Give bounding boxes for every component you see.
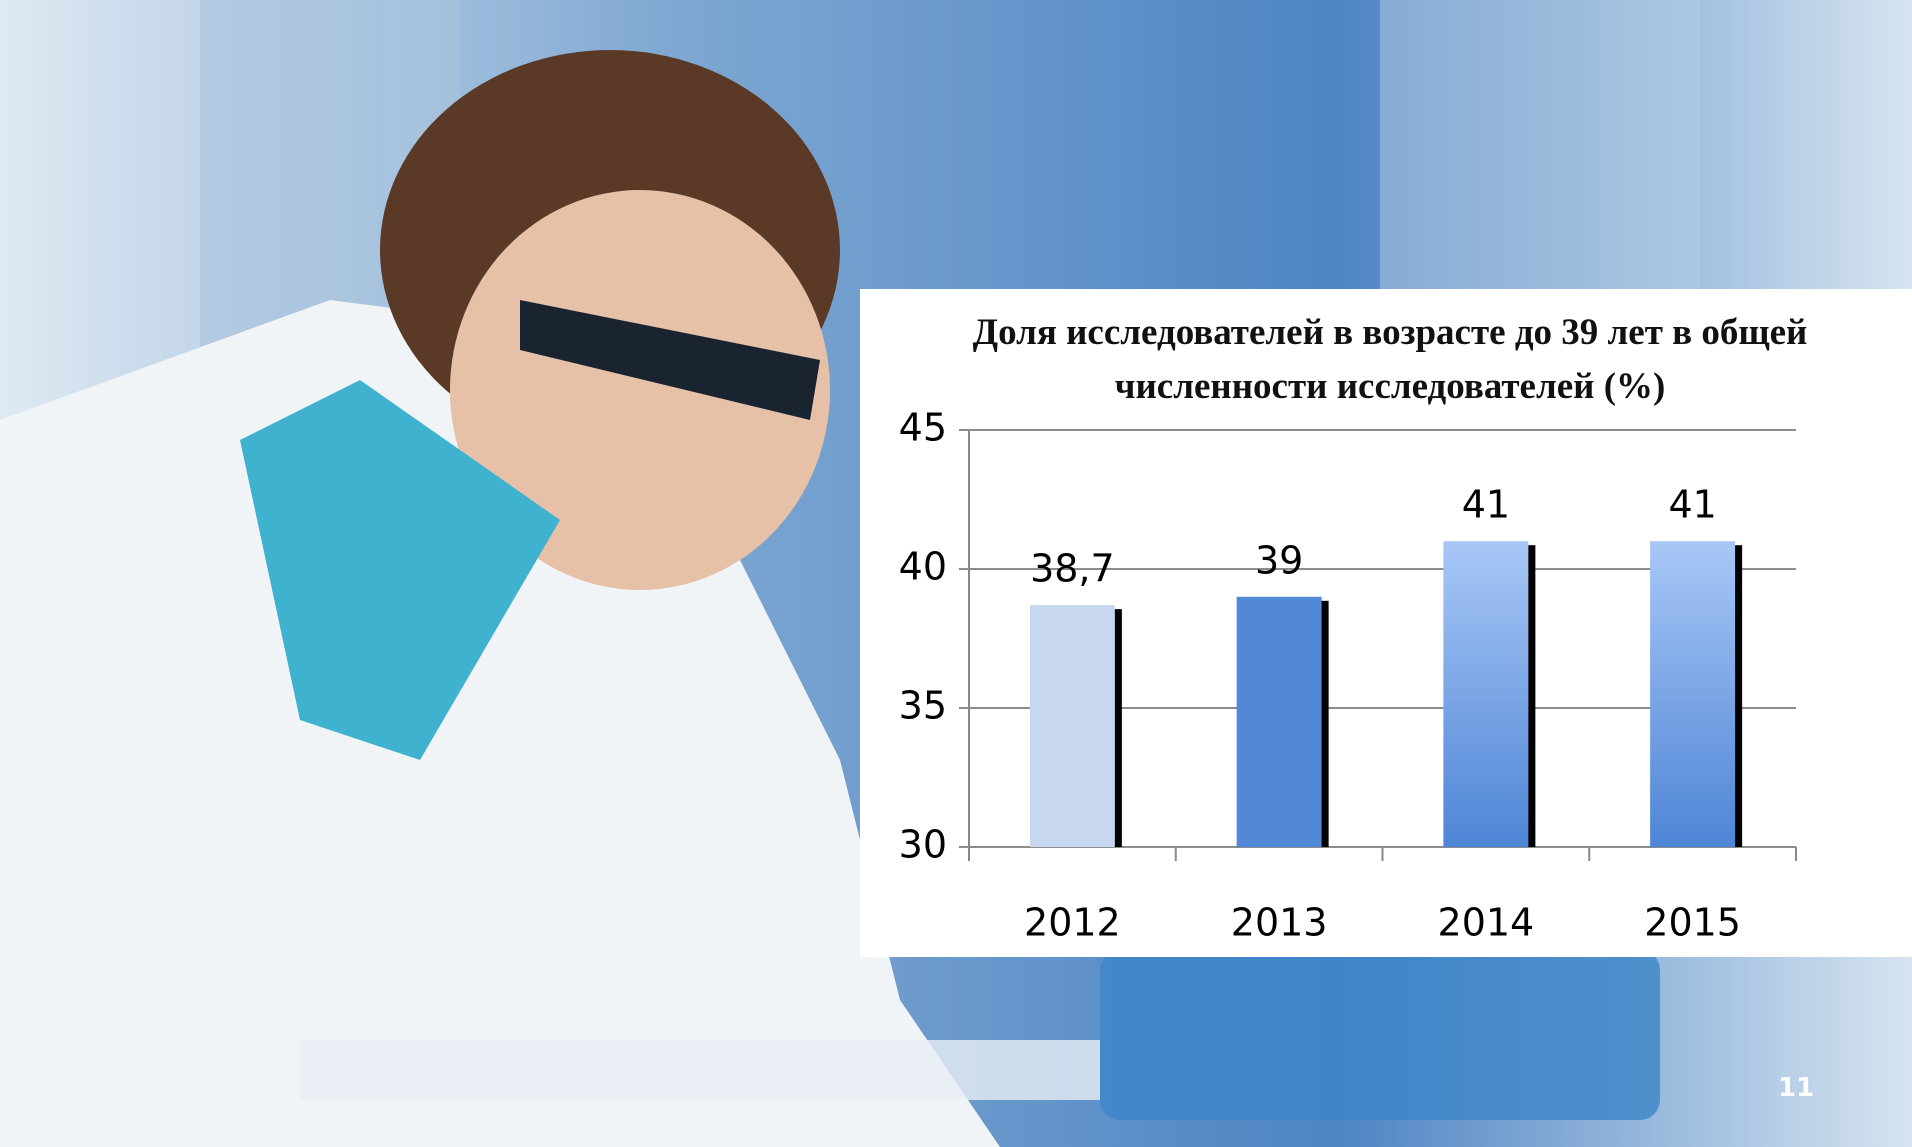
x-tick-label: 2012 [1024,901,1121,945]
y-tick-label: 35 [899,684,947,728]
bar [1029,605,1115,847]
y-tick-label: 40 [899,545,947,589]
value-label: 38,7 [1030,547,1115,591]
value-label: 41 [1462,483,1510,527]
x-tick-label: 2014 [1438,901,1535,945]
bar [1650,541,1736,847]
y-tick-label: 30 [899,823,947,867]
bar [1443,541,1529,847]
x-tick-label: 2015 [1644,901,1741,945]
chart-title: Доля исследователей в возрасте до 39 лет… [972,312,1808,407]
y-tick-label: 45 [899,406,947,450]
value-label: 39 [1255,538,1303,582]
value-label: 41 [1668,483,1716,527]
page-number: 11 [1778,1073,1815,1103]
x-tick-label: 2013 [1231,901,1328,945]
bar [1236,596,1322,847]
